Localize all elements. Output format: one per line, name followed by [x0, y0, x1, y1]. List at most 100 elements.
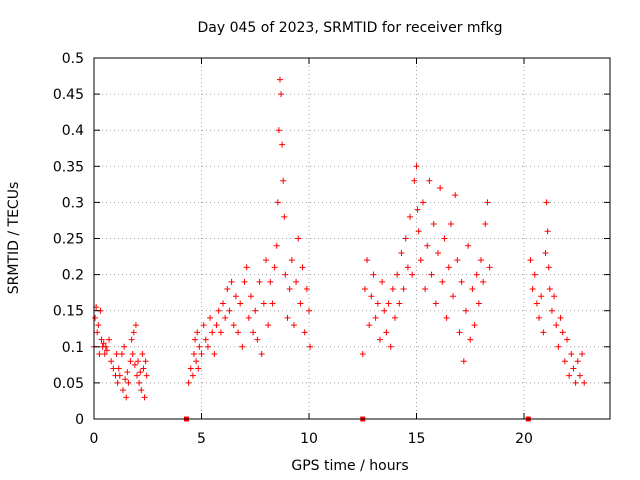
data-point	[213, 322, 220, 329]
data-point	[392, 314, 398, 321]
data-point	[381, 307, 388, 314]
data-point	[557, 314, 564, 321]
data-point	[398, 249, 405, 256]
data-point	[417, 257, 424, 264]
data-point	[202, 336, 209, 343]
chart-title: Day 045 of 2023, SRMTID for receiver mfk…	[198, 20, 503, 36]
data-point	[125, 379, 132, 386]
data-point	[256, 278, 263, 285]
data-point	[94, 329, 101, 336]
data-point	[579, 351, 586, 358]
y-tick-label: 0.1	[62, 340, 84, 356]
data-point	[235, 329, 242, 336]
data-point	[366, 322, 373, 329]
data-point	[276, 76, 283, 83]
plot-frame	[93, 57, 611, 420]
data-point	[376, 336, 383, 343]
data-point	[193, 358, 200, 365]
data-point	[142, 358, 149, 365]
data-point	[211, 351, 218, 358]
data-point	[570, 365, 577, 372]
data-point	[540, 329, 547, 336]
data-point	[254, 336, 261, 343]
data-point	[415, 228, 422, 235]
data-point	[101, 351, 108, 358]
data-point	[467, 336, 474, 343]
axis-ticks: 0 0.05 0.1 0.15 0.2 0.25 0.3 0.35 0.4 0.45 0.5 0 5 10…	[53, 51, 610, 447]
data-point	[430, 221, 437, 228]
y-tick-label: 0.4	[62, 123, 84, 139]
x-tick-label: 5	[197, 431, 206, 447]
data-point	[185, 379, 192, 386]
data-point	[274, 199, 281, 206]
data-point	[447, 221, 454, 228]
data-point	[545, 264, 552, 271]
data-point	[543, 199, 550, 206]
data-point	[471, 322, 478, 329]
data-point	[141, 394, 148, 401]
data-point	[134, 372, 140, 379]
data-point	[131, 361, 138, 368]
data-point	[114, 379, 121, 386]
data-point	[581, 379, 588, 386]
data-point	[424, 242, 431, 249]
data-point	[383, 329, 390, 336]
data-point	[275, 127, 282, 134]
data-point	[263, 257, 269, 264]
data-point	[368, 293, 375, 300]
data-point	[428, 271, 435, 278]
data-point	[250, 329, 257, 336]
data-point	[273, 242, 280, 249]
data-point	[100, 340, 107, 347]
data-point	[123, 394, 130, 401]
data-point	[361, 286, 368, 293]
data-point	[374, 300, 381, 307]
data-point	[435, 249, 441, 256]
y-tick-label: 0.45	[53, 87, 84, 103]
data-point	[478, 257, 484, 264]
data-point	[258, 351, 265, 358]
data-point	[576, 372, 583, 379]
data-point	[204, 343, 211, 350]
data-point	[402, 235, 409, 242]
data-point	[129, 351, 136, 358]
data-point	[548, 307, 555, 314]
data-point	[574, 358, 581, 365]
data-point	[538, 293, 545, 300]
y-tick-label: 0.5	[62, 51, 84, 67]
data-point	[462, 307, 469, 314]
data-points	[91, 76, 588, 401]
data-point	[568, 351, 575, 358]
data-point	[224, 286, 231, 293]
data-point	[400, 286, 407, 293]
y-tick-label: 0.15	[53, 304, 84, 320]
y-axis-label: SRMTID / TECUs	[6, 182, 22, 295]
data-point	[297, 300, 304, 307]
data-point	[299, 264, 306, 271]
data-point	[555, 343, 562, 350]
data-point	[480, 278, 487, 285]
data-point	[553, 322, 560, 329]
data-point	[135, 358, 142, 365]
data-point	[536, 314, 543, 321]
data-point	[237, 300, 244, 307]
data-point	[127, 358, 134, 365]
y-tick-label: 0.05	[53, 376, 84, 392]
data-point	[454, 257, 461, 264]
data-point	[566, 372, 573, 379]
data-point	[124, 369, 131, 376]
y-tick-label: 0.2	[62, 268, 84, 284]
data-point	[128, 336, 135, 343]
data-point	[387, 343, 394, 350]
data-point	[228, 278, 235, 285]
x-tick-label: 20	[515, 431, 533, 447]
data-point	[278, 91, 285, 98]
data-point	[443, 314, 450, 321]
data-point	[252, 307, 259, 314]
data-point	[220, 300, 226, 307]
data-point	[484, 199, 491, 206]
data-point	[269, 300, 276, 307]
data-point	[226, 307, 233, 314]
data-point	[143, 372, 150, 379]
data-point	[245, 314, 252, 321]
